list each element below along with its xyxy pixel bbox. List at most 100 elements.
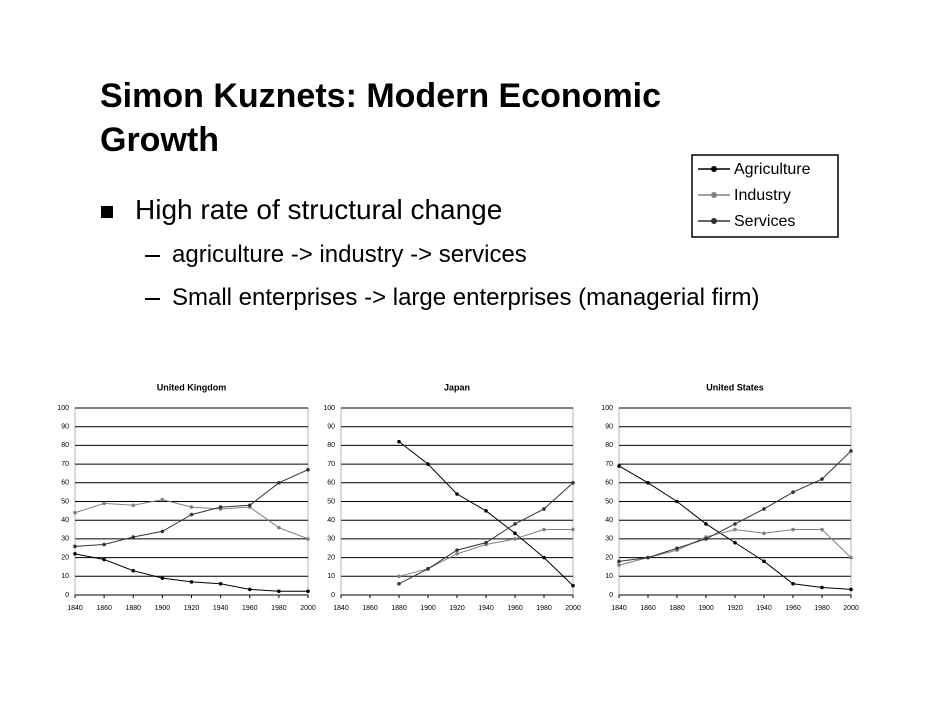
point <box>218 505 223 509</box>
y-tick-label: 40 <box>605 517 613 524</box>
x-tick-label: 1860 <box>362 605 378 612</box>
point <box>704 522 708 526</box>
chart-title: United Kingdom <box>157 382 227 392</box>
point <box>73 510 77 515</box>
point <box>247 587 252 592</box>
point <box>513 522 517 526</box>
x-tick-label: 1980 <box>814 605 830 612</box>
legend-label: Agriculture <box>734 161 811 178</box>
point <box>131 568 136 573</box>
x-tick-label: 1880 <box>391 605 407 612</box>
sub-bullet: Small enterprises -> large enterprises (… <box>172 284 760 311</box>
y-tick-label: 50 <box>327 498 335 505</box>
y-tick-label: 40 <box>61 517 69 524</box>
x-tick-label: 1860 <box>96 605 112 612</box>
y-tick-label: 0 <box>331 592 335 599</box>
point <box>160 497 165 502</box>
y-tick-label: 100 <box>323 405 335 412</box>
y-tick-label: 100 <box>601 405 613 412</box>
y-tick-label: 80 <box>327 442 335 449</box>
point <box>102 542 106 547</box>
y-tick-label: 80 <box>605 442 613 449</box>
point <box>426 567 430 571</box>
y-tick-label: 70 <box>61 461 69 468</box>
x-tick-label: 1880 <box>669 605 685 612</box>
y-tick-label: 20 <box>327 554 335 561</box>
series-line <box>398 529 573 577</box>
x-tick-label: 1920 <box>184 605 200 612</box>
x-tick-label: 1880 <box>125 605 141 612</box>
point <box>849 449 853 453</box>
y-tick-label: 50 <box>61 498 69 505</box>
point <box>277 589 281 594</box>
x-tick-label: 1840 <box>611 605 627 612</box>
x-tick-label: 1980 <box>271 605 287 612</box>
point <box>542 507 546 511</box>
point <box>542 555 546 560</box>
point <box>484 509 488 513</box>
legend-marker <box>711 218 717 224</box>
point <box>247 503 252 508</box>
point <box>397 439 401 444</box>
y-tick-label: 50 <box>605 498 613 505</box>
x-tick-label: 1940 <box>213 605 229 612</box>
series-line <box>618 450 852 562</box>
point <box>733 527 737 532</box>
x-tick-label: 1940 <box>756 605 772 612</box>
y-tick-label: 60 <box>605 480 613 487</box>
point <box>791 581 795 586</box>
y-tick-label: 90 <box>61 424 69 431</box>
x-tick-label: 1960 <box>507 605 523 612</box>
x-tick-label: 1900 <box>698 605 714 612</box>
y-tick-label: 80 <box>61 442 69 449</box>
point <box>733 540 737 545</box>
point <box>73 552 77 556</box>
series-line <box>398 441 574 587</box>
y-tick-label: 100 <box>57 405 69 412</box>
point <box>102 557 106 562</box>
point <box>306 467 310 472</box>
x-tick-label: 1840 <box>333 605 349 612</box>
bullet-marker <box>101 206 113 218</box>
point <box>306 537 310 541</box>
y-tick-label: 30 <box>61 536 69 543</box>
x-tick-label: 2000 <box>843 605 859 612</box>
point <box>646 481 650 485</box>
point <box>675 499 679 504</box>
point <box>820 477 824 481</box>
point <box>617 464 621 468</box>
point <box>820 527 824 532</box>
point <box>675 546 679 551</box>
x-tick-label: 1900 <box>420 605 436 612</box>
sub-bullet: agriculture -> industry -> services <box>172 241 527 268</box>
point <box>455 492 459 496</box>
point <box>791 527 795 532</box>
y-tick-label: 20 <box>61 554 69 561</box>
x-tick-label: 1960 <box>242 605 258 612</box>
point <box>849 555 853 560</box>
point <box>617 563 621 567</box>
chart-title: United States <box>706 382 764 392</box>
legend-label: Industry <box>734 187 791 204</box>
legend-label: Services <box>734 213 795 230</box>
x-tick-label: 1960 <box>785 605 801 612</box>
x-tick-label: 1900 <box>155 605 171 612</box>
legend-marker <box>711 192 717 198</box>
point <box>218 581 223 586</box>
y-tick-label: 90 <box>327 424 335 431</box>
series-line <box>398 482 574 585</box>
y-tick-label: 60 <box>327 480 335 487</box>
y-tick-label: 20 <box>605 554 613 561</box>
point <box>455 548 459 552</box>
y-tick-label: 0 <box>65 592 69 599</box>
x-tick-label: 1860 <box>640 605 656 612</box>
point <box>571 583 575 588</box>
x-tick-label: 2000 <box>565 605 581 612</box>
point <box>762 559 766 564</box>
series-line <box>618 529 852 566</box>
point <box>306 589 310 594</box>
y-tick-label: 30 <box>605 536 613 543</box>
point <box>397 574 401 579</box>
